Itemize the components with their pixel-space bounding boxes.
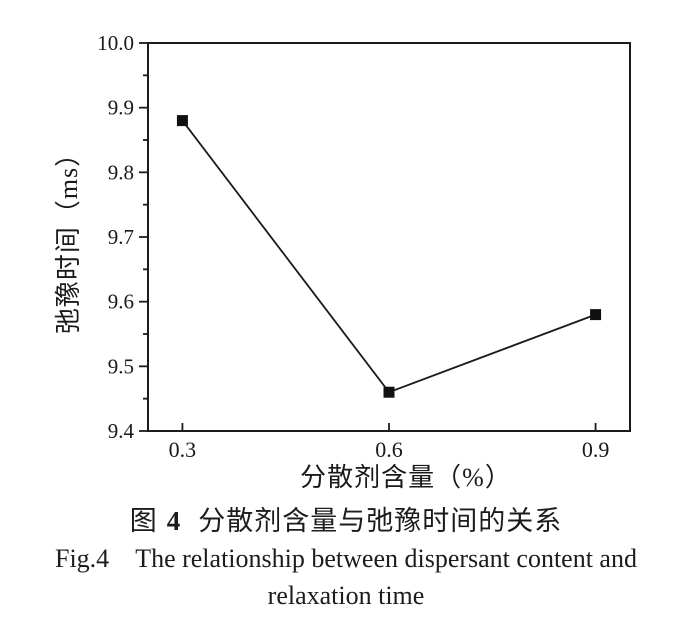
caption-chinese: 图 4 分散剂含量与弛豫时间的关系 (0, 503, 692, 540)
data-point-marker (383, 386, 395, 398)
caption-english-line1: Fig.4 The relationship between dispersant… (0, 540, 692, 577)
y-axis-label: 弛豫时间（ms） (54, 140, 83, 334)
data-point-marker (590, 309, 602, 321)
x-tick-label: 0.3 (169, 437, 197, 462)
caption-cn-title: 分散剂含量与弛豫时间的关系 (198, 506, 563, 536)
x-tick-label: 0.6 (375, 437, 403, 462)
figure-caption: 图 4 分散剂含量与弛豫时间的关系 Fig.4 The relationship be… (0, 503, 692, 614)
relaxation-time-chart: 9.4 9.5 9.6 9.7 9.8 9.9 10.0 0.3 0.6 0.9 分散剂含量（%） 弛… (54, 31, 631, 492)
y-tick-label: 9.5 (108, 354, 134, 378)
data-line (181, 120, 596, 394)
data-point-marker (176, 115, 188, 127)
y-tick-label: 9.4 (108, 419, 135, 443)
y-tick-label: 9.9 (108, 96, 134, 120)
plot-frame (147, 42, 631, 432)
y-tick-label: 9.7 (108, 225, 134, 249)
x-axis-label: 分散剂含量（%） (300, 463, 512, 490)
y-tick-label: 9.6 (108, 290, 134, 314)
caption-cn-fig-number: 4 (166, 506, 181, 536)
x-tick-label: 0.9 (582, 437, 610, 462)
y-tick-label: 10.0 (97, 31, 134, 55)
caption-en-title-line1: The relationship between dispersant cont… (135, 544, 637, 573)
caption-english-line2: relaxation time (267, 581, 425, 610)
caption-en-fig-label: Fig.4 (55, 544, 110, 573)
caption-cn-fig-label: 图 (129, 506, 158, 536)
y-tick-label: 9.8 (108, 160, 134, 184)
